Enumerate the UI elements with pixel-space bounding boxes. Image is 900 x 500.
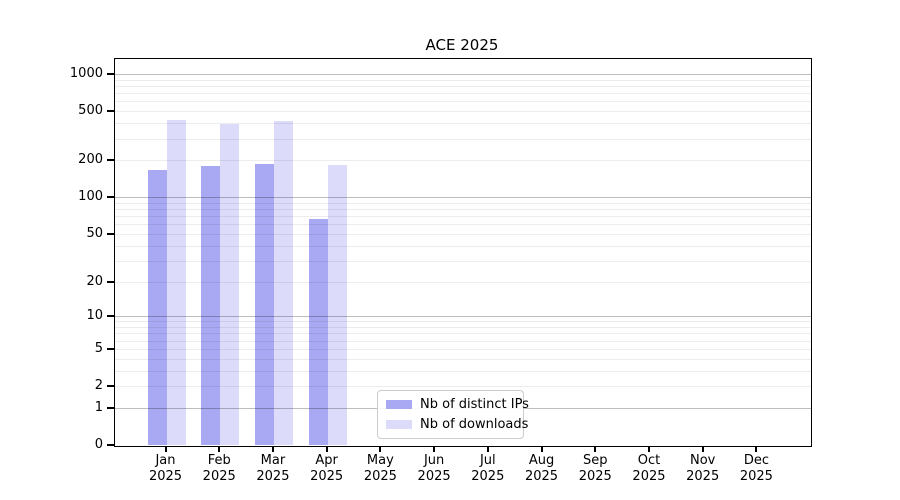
gridline-300 <box>115 138 811 140</box>
y-tick-50 <box>107 232 114 235</box>
chart-title: ACE 2025 <box>425 36 499 54</box>
gridline-30 <box>115 260 811 262</box>
gridline-8 <box>115 327 811 328</box>
legend-swatch-downloads-icon <box>386 420 412 429</box>
x-tick-mar <box>271 446 274 452</box>
bar-downloads-mar <box>273 120 293 445</box>
bar-distinct-ips-apr <box>308 219 328 445</box>
bar-downloads-feb <box>220 123 240 445</box>
gridline-100 <box>115 197 811 199</box>
gridline-400 <box>115 123 811 125</box>
bar-downloads-apr <box>327 164 347 445</box>
x-tick-may <box>379 446 382 452</box>
x-tick-label-mar: Mar 2025 <box>256 453 290 484</box>
gridline-900 <box>115 79 811 81</box>
gridline-200 <box>115 160 811 162</box>
x-tick-label-may: May 2025 <box>363 453 397 484</box>
x-tick-label-jun: Jun 2025 <box>417 453 451 484</box>
y-tick-label-1000: 1000 <box>69 65 103 81</box>
y-tick-20 <box>107 280 114 283</box>
gridline-80 <box>115 209 811 211</box>
x-tick-label-sep: Sep 2025 <box>578 453 612 484</box>
y-tick-label-2: 2 <box>94 378 103 393</box>
gridline-70 <box>115 216 811 218</box>
gridline-700 <box>115 93 811 95</box>
gridline-1000 <box>115 73 811 75</box>
y-tick-1 <box>107 406 114 409</box>
x-tick-jul <box>486 446 489 452</box>
legend: Nb of distinct IPs Nb of downloads <box>377 390 529 439</box>
gridline-20 <box>115 281 811 283</box>
x-tick-label-aug: Aug 2025 <box>524 453 559 484</box>
y-tick-label-20: 20 <box>86 273 103 289</box>
y-tick-label-10: 10 <box>86 308 103 324</box>
bar-distinct-ips-feb <box>201 166 221 445</box>
x-tick-label-jul: Jul 2025 <box>471 453 505 484</box>
legend-label-downloads: Nb of downloads <box>420 417 529 432</box>
legend-swatch-distinct-ips-icon <box>386 400 412 409</box>
gridline-50 <box>115 233 811 235</box>
legend-item-downloads: Nb of downloads <box>386 417 528 432</box>
gridline-60 <box>115 224 811 226</box>
x-tick-nov <box>701 446 704 452</box>
gridline-3 <box>115 370 811 372</box>
x-tick-apr <box>325 446 328 452</box>
gridline-2 <box>115 386 811 387</box>
y-tick-10 <box>107 315 114 318</box>
y-tick-label-5: 5 <box>94 340 103 356</box>
y-tick-label-200: 200 <box>78 152 103 168</box>
y-tick-label-500: 500 <box>78 103 103 119</box>
x-tick-jun <box>433 446 436 452</box>
x-tick-label-oct: Oct 2025 <box>632 453 666 484</box>
x-tick-label-apr: Apr 2025 <box>310 453 344 484</box>
gridline-10 <box>115 316 811 318</box>
y-tick-label-0: 0 <box>94 437 103 452</box>
legend-item-distinct-ips: Nb of distinct IPs <box>386 397 529 412</box>
bar-distinct-ips-mar <box>254 164 274 445</box>
bar-downloads-jan <box>166 119 186 445</box>
gridline-6 <box>115 340 811 342</box>
y-tick-200 <box>107 159 114 162</box>
y-tick-5 <box>107 347 114 350</box>
plot-area <box>114 58 812 447</box>
y-tick-500 <box>107 110 114 113</box>
x-tick-label-nov: Nov 2025 <box>686 453 720 484</box>
legend-label-distinct-ips: Nb of distinct IPs <box>420 397 529 412</box>
y-tick-label-50: 50 <box>86 225 103 241</box>
gridline-90 <box>115 202 811 204</box>
bar-distinct-ips-jan <box>147 169 167 445</box>
y-tick-1000 <box>107 72 114 75</box>
gridline-40 <box>115 245 811 247</box>
x-tick-feb <box>218 446 221 452</box>
x-tick-label-dec: Dec 2025 <box>739 453 773 484</box>
y-tick-label-100: 100 <box>78 189 103 205</box>
gridline-500 <box>115 111 811 113</box>
y-tick-2 <box>107 385 114 387</box>
x-tick-jan <box>164 446 167 452</box>
gridline-800 <box>115 85 811 87</box>
x-tick-sep <box>594 446 597 452</box>
x-tick-aug <box>540 446 543 452</box>
x-tick-oct <box>647 446 650 452</box>
x-tick-label-feb: Feb 2025 <box>202 453 236 484</box>
x-tick-label-jan: Jan 2025 <box>148 453 183 484</box>
gridline-7 <box>115 333 811 335</box>
gridline-600 <box>115 101 811 103</box>
gridline-9 <box>115 321 811 323</box>
y-tick-label-1: 1 <box>94 399 103 415</box>
y-tick-100 <box>107 196 114 199</box>
x-tick-dec <box>755 446 758 452</box>
gridline-4 <box>115 358 811 360</box>
gridline-5 <box>115 348 811 350</box>
y-tick-0 <box>107 444 114 446</box>
